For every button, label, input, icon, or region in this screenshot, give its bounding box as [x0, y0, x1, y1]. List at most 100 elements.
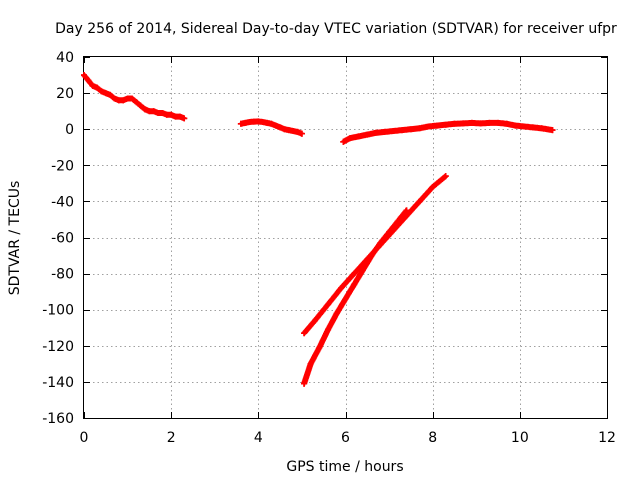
data-point [390, 128, 397, 135]
chart-title: Day 256 of 2014, Sidereal Day-to-day VTE… [55, 21, 617, 37]
plot-frame [83, 56, 608, 419]
data-point [442, 121, 449, 128]
series-3-trace [340, 119, 556, 145]
data-point [277, 124, 284, 131]
data-point [89, 82, 96, 89]
x-tick-label: 4 [254, 430, 263, 446]
data-point [137, 102, 144, 109]
y-axis-label: SDTVAR / TECUs [7, 181, 23, 296]
data-point [416, 125, 423, 132]
data-point [81, 72, 87, 79]
data-point [85, 77, 92, 84]
data-point [237, 120, 244, 127]
data-point [442, 173, 449, 180]
data-point [521, 123, 528, 130]
data-point [259, 118, 266, 125]
data-point [285, 127, 292, 134]
data-point [301, 380, 308, 387]
data-point [434, 122, 441, 129]
x-axis-label: GPS time / hours [286, 459, 403, 475]
data-point [340, 138, 347, 145]
data-point [311, 317, 318, 324]
data-point [368, 252, 375, 259]
data-point [281, 126, 288, 133]
data-point [381, 128, 388, 135]
data-point [294, 128, 301, 135]
y-tick-label: -120 [42, 339, 74, 355]
data-point [503, 120, 510, 127]
x-tick-label: 12 [598, 430, 616, 446]
data-point [407, 126, 414, 133]
data-point [351, 281, 358, 288]
series-2 [237, 118, 305, 137]
data-point [460, 120, 467, 127]
x-tick-label: 10 [511, 430, 529, 446]
y-tick-label: 0 [65, 122, 74, 138]
data-point [94, 84, 101, 91]
data-point [333, 310, 340, 317]
data-point [468, 119, 475, 126]
x-tick-label: 0 [80, 430, 89, 446]
data-point [373, 129, 380, 136]
y-tick-label: -60 [51, 231, 74, 247]
data-point [495, 119, 502, 126]
data-point [301, 330, 308, 337]
data-point [290, 128, 297, 135]
data-point [451, 120, 458, 127]
data-point [268, 120, 275, 127]
axis-ticks: 0 2 4 6 8 10 12 40 20 0 -20 -40 -60 -80 -100 -120 -140 -1… [42, 50, 616, 446]
data-point [150, 108, 157, 115]
data-point [338, 285, 345, 292]
data-point [529, 124, 536, 131]
data-point [307, 360, 314, 367]
grid [84, 57, 607, 418]
data-point [272, 122, 279, 129]
data-point [416, 198, 423, 205]
data-point [98, 88, 105, 95]
data-point [477, 120, 484, 127]
data-point [168, 111, 175, 118]
data-point [298, 130, 305, 137]
y-tick-label: -160 [42, 411, 74, 427]
data-point [342, 295, 349, 302]
data-point [549, 127, 556, 134]
data-point [102, 90, 109, 97]
data-point [351, 270, 358, 277]
data-point [107, 91, 114, 98]
data-point [355, 133, 362, 140]
data-points [81, 72, 556, 387]
data-point [429, 183, 436, 190]
data-point [264, 119, 271, 126]
data-point [325, 326, 332, 333]
data-point [394, 218, 401, 225]
data-point [111, 95, 118, 102]
data-point [399, 127, 406, 134]
y-tick-label: -40 [51, 194, 74, 210]
data-point [120, 97, 127, 104]
data-point [128, 95, 135, 102]
data-point [346, 135, 353, 142]
data-point [176, 113, 183, 120]
data-point [512, 122, 519, 129]
data-point [364, 131, 371, 138]
series-1 [81, 72, 188, 122]
data-point [316, 344, 323, 351]
data-point [159, 109, 166, 116]
data-point [538, 125, 545, 132]
x-tick-label: 6 [341, 430, 350, 446]
data-point [181, 115, 188, 122]
y-tick-label: -140 [42, 375, 74, 391]
data-point [359, 266, 366, 273]
y-tick-label: -100 [42, 303, 74, 319]
series-3 [340, 119, 556, 145]
y-tick-label: 40 [56, 50, 74, 66]
y-tick-label: -20 [51, 158, 74, 174]
data-point [133, 99, 140, 106]
data-point [403, 207, 410, 214]
data-point [142, 106, 149, 113]
y-tick-label: -80 [51, 267, 74, 283]
x-tick-label: 2 [167, 430, 176, 446]
y-tick-label: 20 [56, 86, 74, 102]
data-point [325, 301, 332, 308]
